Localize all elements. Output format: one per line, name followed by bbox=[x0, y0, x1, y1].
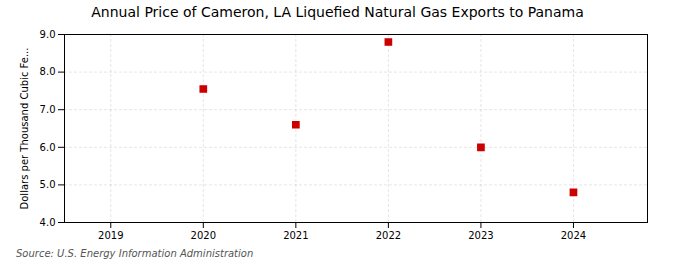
svg-text:2021: 2021 bbox=[283, 230, 308, 241]
svg-text:2023: 2023 bbox=[468, 230, 493, 241]
svg-text:5.0: 5.0 bbox=[40, 179, 56, 190]
svg-text:4.0: 4.0 bbox=[40, 217, 56, 228]
svg-text:6.0: 6.0 bbox=[40, 142, 56, 153]
svg-text:8.0: 8.0 bbox=[40, 66, 56, 77]
svg-text:2024: 2024 bbox=[561, 230, 586, 241]
svg-text:9.0: 9.0 bbox=[40, 29, 56, 40]
html-text:Source: U.S. Energy Informatio: Source: U.S. Energy Information Administ… bbox=[16, 248, 254, 259]
svg-text:Dollars per Thousand Cubic Fe.: Dollars per Thousand Cubic Fe... bbox=[19, 48, 30, 210]
svg-text:2019: 2019 bbox=[98, 230, 123, 241]
svg-text:7.0: 7.0 bbox=[40, 104, 56, 115]
html-text:Annual Price of Cameron, LA Li: Annual Price of Cameron, LA Liquefied Na… bbox=[91, 4, 584, 20]
svg-text:2022: 2022 bbox=[376, 230, 401, 241]
svg-text:2020: 2020 bbox=[191, 230, 216, 241]
